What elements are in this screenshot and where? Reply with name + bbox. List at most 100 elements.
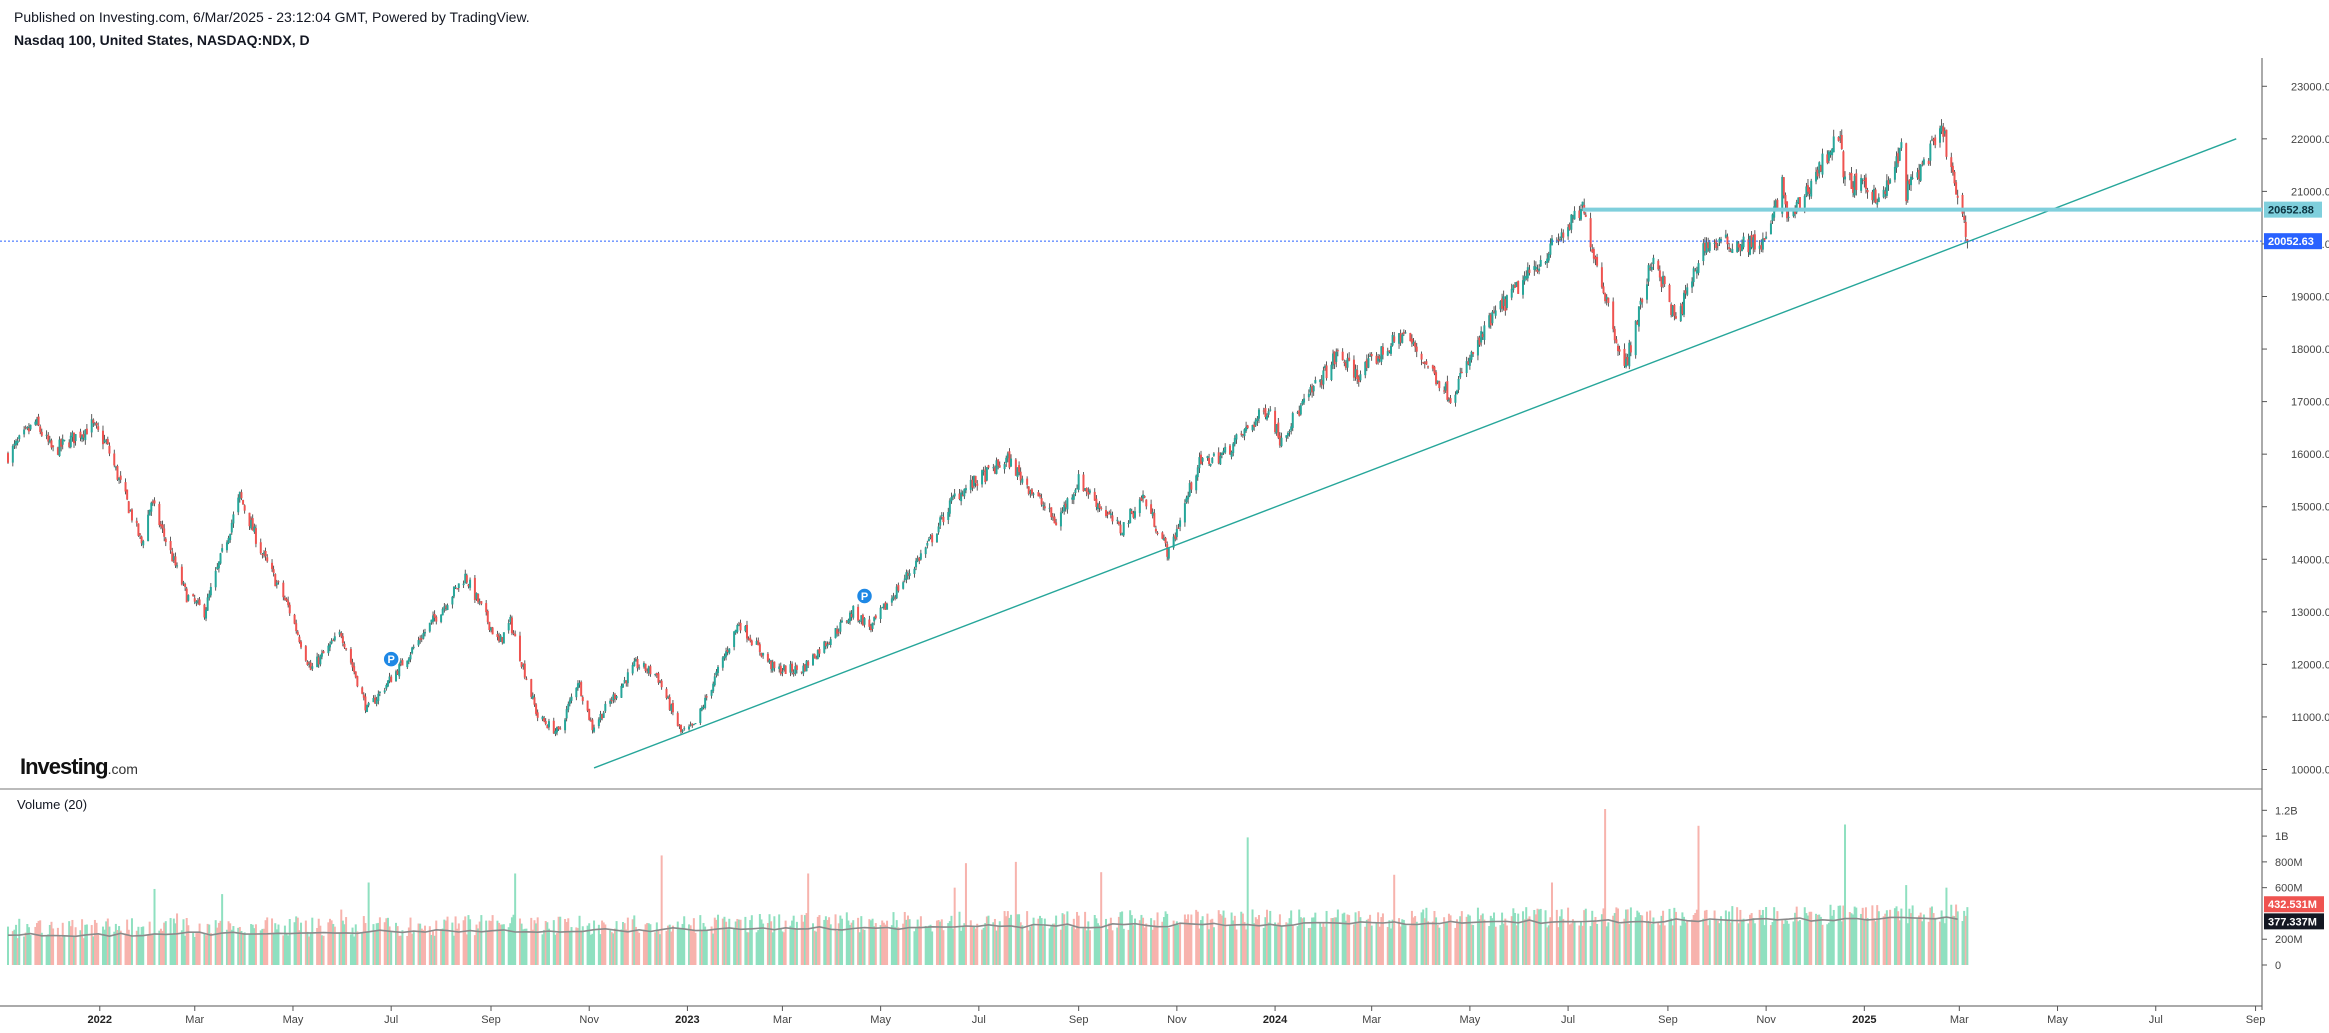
- volume-bar-down: [903, 911, 906, 965]
- volume-bar-up: [1650, 924, 1653, 965]
- volume-bar-down: [147, 934, 150, 965]
- candle-up: [316, 656, 319, 668]
- candle-down: [390, 676, 393, 683]
- volume-bar-up: [597, 924, 600, 965]
- volume-bar-up: [961, 925, 964, 965]
- candle-down: [1591, 249, 1594, 253]
- volume-bar-up: [1589, 926, 1592, 965]
- volume-bar-up: [1332, 918, 1335, 965]
- volume-bar-down: [454, 916, 457, 965]
- volume-bar-up: [1771, 922, 1774, 965]
- candle-down: [433, 613, 436, 618]
- volume-bar-up: [1792, 921, 1795, 965]
- volume-bar-up: [599, 934, 602, 965]
- volume-bar-down: [1196, 911, 1199, 965]
- volume-bar-up: [1119, 912, 1122, 965]
- candle-up: [206, 597, 209, 611]
- candle-down: [1760, 244, 1763, 250]
- volume-bar-down: [95, 922, 98, 965]
- candle-down: [747, 638, 750, 640]
- candle-down: [304, 646, 307, 661]
- price-candles[interactable]: [7, 119, 1969, 737]
- candle-up: [805, 660, 808, 672]
- candle-up: [609, 700, 612, 704]
- volume-bar-up: [139, 934, 142, 965]
- volume-bar-down: [1528, 916, 1531, 965]
- volume-bar-down: [1398, 918, 1401, 965]
- candle-down: [580, 681, 583, 697]
- candle-down: [488, 621, 491, 631]
- volume-bar-up: [758, 914, 761, 965]
- candle-up: [1900, 142, 1903, 149]
- candle-up: [1307, 393, 1310, 398]
- volume-bar-down: [1346, 914, 1349, 965]
- candle-down: [444, 606, 447, 609]
- volume-bar-up: [1742, 918, 1745, 965]
- candle-up: [1220, 452, 1223, 456]
- volume-bar-down: [304, 920, 307, 965]
- candle-down: [248, 512, 251, 527]
- candle-up: [1815, 171, 1818, 182]
- candle-down: [116, 466, 119, 480]
- candle-down: [1040, 498, 1043, 505]
- candle-down: [7, 453, 9, 463]
- volume-tag-box: [2264, 913, 2324, 930]
- candle-down: [906, 573, 909, 576]
- volume-bar-down: [940, 919, 943, 965]
- candle-down: [293, 614, 296, 624]
- candle-up: [654, 674, 657, 676]
- candle-up: [1940, 125, 1943, 132]
- volume-bar-up: [509, 923, 512, 965]
- candle-down: [535, 704, 538, 714]
- volume-bar-down: [1505, 925, 1508, 965]
- candle-down: [56, 447, 59, 455]
- candle-down: [1422, 362, 1425, 364]
- volume-bar-down: [330, 920, 333, 965]
- volume-bar-up: [1547, 925, 1550, 965]
- candle-down: [1808, 188, 1811, 195]
- volume-bar-down: [1427, 921, 1430, 965]
- candle-down: [1715, 240, 1718, 249]
- volume-bar-up: [1827, 922, 1830, 965]
- candle-down: [164, 538, 167, 543]
- volume-bar-down: [1243, 921, 1246, 965]
- candle-up: [1911, 177, 1914, 179]
- candle-down: [1352, 359, 1355, 378]
- volume-bar-down: [135, 930, 138, 965]
- candle-up: [209, 586, 212, 596]
- volume-bar-down: [1145, 923, 1148, 965]
- time-tick-label: Sep: [1069, 1014, 1089, 1026]
- candle-down: [1707, 242, 1710, 249]
- candle-down: [1087, 491, 1090, 495]
- volume-bar-down: [1649, 910, 1652, 965]
- candle-up: [1303, 398, 1306, 403]
- volume-bars[interactable]: [7, 809, 1969, 965]
- candle-down: [1728, 247, 1731, 249]
- volume-bar-up: [225, 929, 228, 965]
- candle-down: [1694, 270, 1697, 272]
- time-tick-label: Mar: [185, 1014, 204, 1026]
- volume-bar-down: [826, 920, 829, 965]
- candle-down: [1409, 332, 1412, 342]
- candle-down: [108, 445, 111, 454]
- candle-down: [773, 661, 776, 669]
- candle-up: [963, 488, 966, 497]
- volume-bar-down: [993, 918, 996, 965]
- volume-bar-down: [329, 918, 331, 965]
- candle-up: [1459, 372, 1462, 378]
- candle-down: [1111, 515, 1114, 522]
- volume-bar-up: [469, 919, 472, 965]
- candle-down: [1934, 137, 1937, 146]
- candle-down: [288, 604, 291, 614]
- candle-down: [296, 631, 299, 635]
- candle-down: [850, 613, 853, 618]
- candle-down: [610, 700, 613, 702]
- volume-bar-down: [642, 929, 645, 965]
- volume-bar-up: [372, 924, 375, 965]
- candle-up: [187, 595, 190, 601]
- candle-up: [1122, 522, 1125, 536]
- volume-bar-down: [861, 929, 864, 965]
- volume-bar-up: [1934, 917, 1937, 965]
- volume-bar-up: [184, 935, 187, 965]
